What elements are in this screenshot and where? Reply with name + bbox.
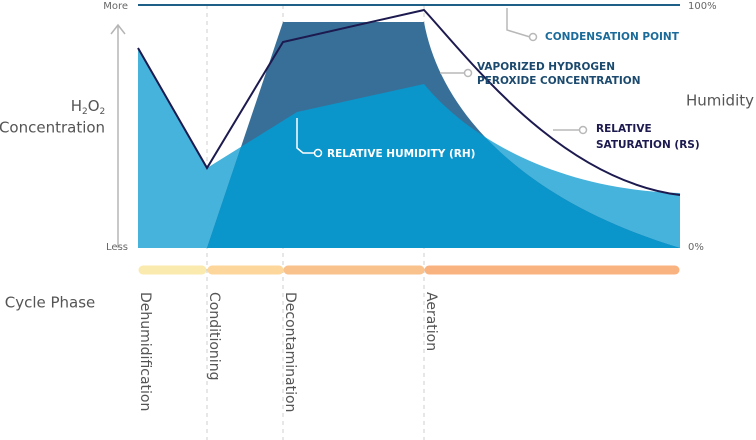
annotation: CONDENSATION POINT (545, 31, 680, 43)
overlap-area (207, 48, 680, 248)
rs-line (137, 8, 681, 196)
callout-lines (440, 8, 588, 135)
axis-label: Less (106, 242, 128, 253)
rh-callout (296, 118, 323, 158)
text-part: H (71, 97, 82, 115)
annotation: PEROXIDE CONCENTRATION (477, 75, 640, 87)
phase-label: Dehumidification (137, 292, 153, 411)
phase-label: Decontamination (282, 292, 298, 412)
phase-title: Cycle Phase (5, 294, 96, 312)
formula: H2O2 (71, 97, 106, 117)
phase-label: Aeration (423, 292, 439, 351)
axis-label: 100% (688, 1, 717, 12)
text-part: O (88, 97, 100, 115)
axis-title: Concentration (0, 119, 105, 137)
annotation: SATURATION (RS) (596, 139, 700, 151)
phase-label: Conditioning (206, 292, 222, 380)
axis-arrow (110, 23, 126, 248)
axis-label: More (103, 1, 128, 12)
text-part: 2 (82, 107, 88, 117)
axis-title: Humidity (686, 92, 754, 110)
annotation: RELATIVE HUMIDITY (RH) (327, 148, 475, 160)
annotation: RELATIVE (596, 123, 652, 135)
axis-label: 0% (688, 242, 704, 253)
annotation: VAPORIZED HYDROGEN (477, 61, 615, 73)
text-part: 2 (100, 107, 106, 117)
